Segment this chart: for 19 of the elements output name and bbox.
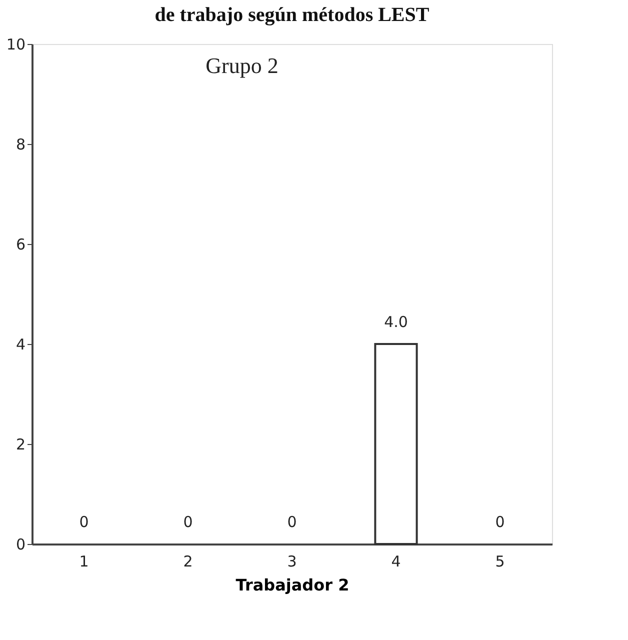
annotation: Grupo 2 (206, 53, 278, 78)
data-label: 0 (495, 513, 505, 531)
y-tick-label: 10 (6, 36, 26, 54)
chart-title: de trabajo según métodos LEST (154, 4, 430, 26)
data-label: 4.0 (384, 313, 408, 331)
x-tick-label: 5 (495, 552, 505, 570)
data-label: 0 (287, 513, 297, 531)
y-tick-label: 8 (16, 136, 26, 154)
x-tick-label: 4 (391, 552, 401, 570)
x-tick-label: 1 (79, 552, 89, 570)
data-label: 0 (79, 513, 89, 531)
x-tick-label: 3 (287, 552, 297, 570)
y-tick-label: 6 (16, 236, 26, 254)
x-axis-title: Trabajador 2 (236, 576, 350, 594)
y-tick-label: 0 (16, 536, 26, 554)
data-label: 0 (183, 513, 193, 531)
y-tick-label: 2 (16, 436, 26, 454)
x-tick-label: 2 (183, 552, 193, 570)
y-tick-label: 4 (16, 336, 26, 354)
